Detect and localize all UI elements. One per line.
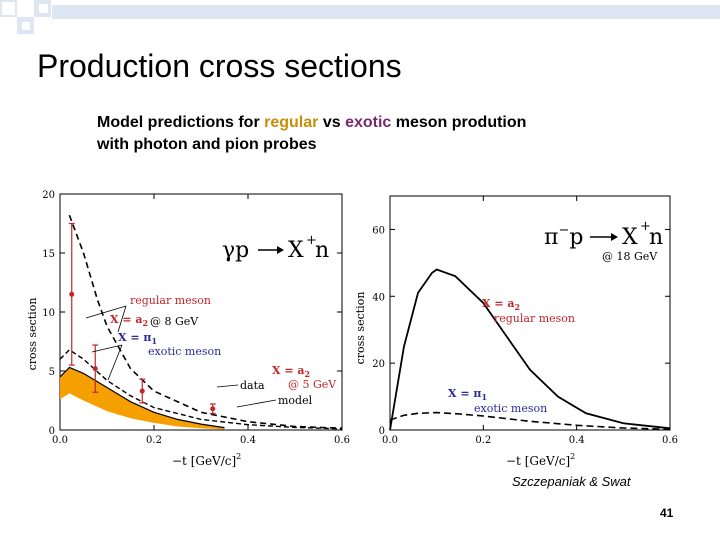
model-curve <box>59 348 343 430</box>
left-exotic-label: exotic meson <box>148 345 221 358</box>
subtitle-regular: regular <box>264 114 319 131</box>
left-reaction-x: X <box>288 238 304 263</box>
left-exotic-x: X = π1 <box>118 331 157 346</box>
y-tick-label: 5 <box>49 367 55 378</box>
data-point <box>210 406 216 412</box>
left-model-label: model <box>278 394 313 407</box>
x-tick-label: 0.0 <box>52 435 68 446</box>
y-tick-label: 0 <box>49 426 55 437</box>
right-chart-ticks: 0.0 0.2 0.4 0.6 0 20 40 60 <box>372 196 678 446</box>
left-chart-exotic-band <box>60 367 225 430</box>
left-pointer-lines <box>85 305 277 408</box>
x-tick-label: 0.4 <box>240 435 256 446</box>
subtitle-line2: with photon and pion probes <box>97 136 317 153</box>
right-exotic-x: X = π1 <box>448 387 487 402</box>
y-tick-label: 60 <box>372 225 385 236</box>
y-tick-label: 20 <box>372 359 385 370</box>
x-tick-label: 0.4 <box>569 435 585 446</box>
subtitle-post: meson prodution <box>391 114 527 131</box>
left-data-label: data <box>240 379 265 392</box>
slide-subtitle: Model predictions for regular vs exotic … <box>97 112 526 156</box>
right-reaction-x: X <box>622 225 638 250</box>
right-xlabel: −t [GeV/c]2 <box>506 452 575 468</box>
regular-meson-curve <box>389 268 671 431</box>
left-energy-5: @ 5 GeV <box>288 378 337 391</box>
credit-text: Szczepaniak & Swat <box>512 474 631 489</box>
right-reaction-sup: + <box>640 219 651 234</box>
right-reaction-n: n <box>649 225 663 250</box>
left-pt-x: X = a2 <box>272 364 310 379</box>
y-tick-label: 10 <box>42 308 55 319</box>
left-regular-label: regular meson <box>130 294 211 307</box>
y-tick-label: 15 <box>42 249 55 260</box>
data-point <box>92 366 98 372</box>
exotic-band-edge <box>59 366 225 429</box>
left-chart-data-points <box>68 222 216 415</box>
right-chart: 0.0 0.2 0.4 0.6 0 20 40 60 π−p X + n @ 18 GeV X… <box>354 195 678 468</box>
decorative-squares <box>0 0 720 34</box>
right-exotic-label: exotic meson <box>474 402 547 415</box>
data-point <box>69 291 75 297</box>
subtitle-mid: vs <box>318 114 346 131</box>
subtitle-pre: Model predictions for <box>97 114 265 131</box>
right-regular-x: X = a2 <box>482 297 520 312</box>
x-tick-label: 0.2 <box>146 435 162 446</box>
y-tick-label: 40 <box>372 292 385 303</box>
x-tick-label: 0.2 <box>475 435 491 446</box>
x-tick-label: 0.6 <box>662 435 678 446</box>
data-point <box>139 388 145 394</box>
subtitle-exotic: exotic <box>345 114 392 131</box>
x-tick-label: 0.0 <box>382 435 398 446</box>
left-chart-ticks: 0.0 0.2 0.4 0.6 0 5 10 15 20 <box>42 190 350 446</box>
slide-title: Production cross sections <box>37 48 402 84</box>
right-reaction-lhs: π−p <box>544 223 583 250</box>
left-reaction-arrowhead <box>277 246 284 254</box>
x-tick-label: 0.6 <box>334 435 350 446</box>
page-number: 41 <box>660 506 674 520</box>
right-regular-label: regular meson <box>494 312 575 325</box>
left-energy-8: @ 8 GeV <box>150 315 199 328</box>
left-reaction-lhs: γp <box>222 238 249 263</box>
y-tick-label: 20 <box>42 190 55 201</box>
left-reaction-sup: + <box>306 233 317 248</box>
right-energy: @ 18 GeV <box>602 250 658 263</box>
right-chart-lines <box>389 268 671 431</box>
y-tick-label: 0 <box>379 426 385 437</box>
exotic-band <box>60 367 225 430</box>
left-xlabel: −t [GeV/c]2 <box>172 452 241 468</box>
left-ylabel: cross section <box>26 298 39 371</box>
plot-frame <box>389 195 671 431</box>
right-reaction-arrowhead <box>611 233 618 241</box>
left-regular-x: X = a2 <box>110 313 148 328</box>
right-chart-axes <box>389 195 671 431</box>
left-chart: 0.0 0.2 0.4 0.6 0 5 10 15 20 γp X + n regular me… <box>26 190 350 468</box>
exotic-meson-curve <box>389 411 671 431</box>
left-reaction-n: n <box>315 238 329 263</box>
right-ylabel: cross section <box>354 292 367 365</box>
